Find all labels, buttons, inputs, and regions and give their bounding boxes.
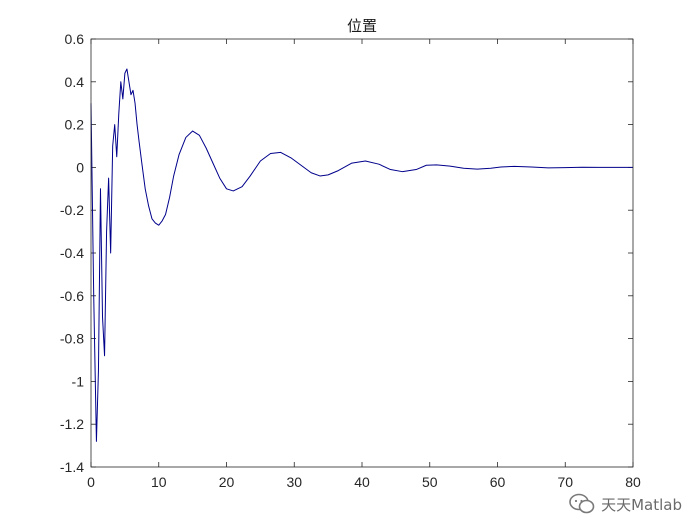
chart-title: 位置 xyxy=(347,18,377,35)
y-tick-label: -0.4 xyxy=(60,245,84,261)
watermark-text: 天天Matlab xyxy=(601,495,682,514)
x-tick-label: 20 xyxy=(219,474,235,490)
wechat-icon xyxy=(569,493,595,514)
y-tick-label: 0.6 xyxy=(65,31,85,47)
x-tick-label: 40 xyxy=(354,474,370,490)
y-tick-label: -0.8 xyxy=(60,331,84,347)
y-tick-label: 0.4 xyxy=(65,74,85,90)
x-tick-label: 30 xyxy=(286,474,302,490)
y-tick-label: 0.2 xyxy=(65,117,85,133)
x-tick-label: 50 xyxy=(422,474,438,490)
y-tick-label: -0.6 xyxy=(60,288,84,304)
x-tick-label: 80 xyxy=(625,474,641,490)
axes-box xyxy=(90,38,634,468)
x-tick-label: 70 xyxy=(557,474,573,490)
x-tick-label: 10 xyxy=(151,474,167,490)
x-tick-label: 60 xyxy=(490,474,506,490)
y-tick-label: -1.4 xyxy=(60,459,84,475)
y-tick-label: -1.2 xyxy=(60,416,84,432)
y-tick-label: -0.2 xyxy=(60,202,84,218)
x-tick-label: 0 xyxy=(87,474,95,490)
watermark: 天天Matlab xyxy=(569,493,682,515)
y-tick-label: 0 xyxy=(76,159,84,175)
y-tick-label: -1 xyxy=(72,373,85,389)
plot-area xyxy=(91,39,633,467)
position-series-line xyxy=(90,68,633,442)
